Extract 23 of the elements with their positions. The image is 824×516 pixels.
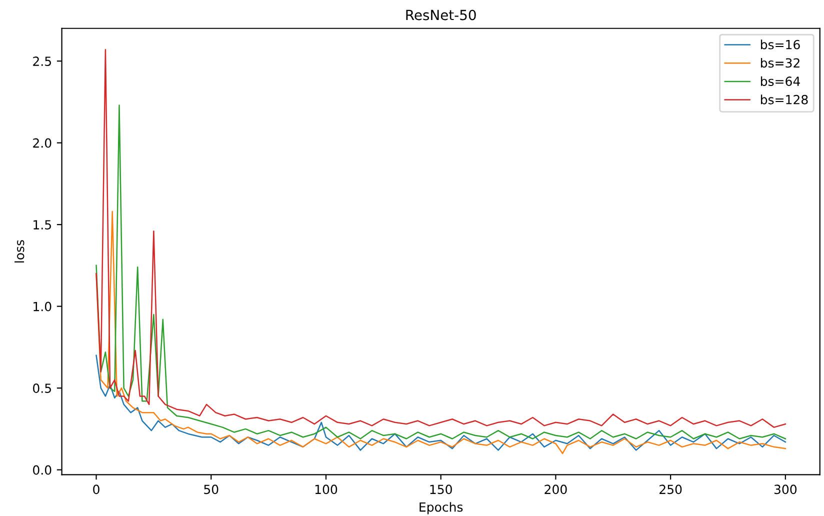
line-series <box>96 354 786 451</box>
y-tick-label: 0.0 <box>33 465 52 475</box>
x-tick-label: 150 <box>430 484 452 494</box>
x-tick-label: 50 <box>204 484 218 494</box>
legend-label: bs=64 <box>760 76 800 86</box>
legend-label: bs=128 <box>760 94 808 104</box>
x-tick-label: 100 <box>315 484 338 494</box>
x-axis-title: Epochs <box>420 502 463 514</box>
chart-title: ResNet-50 <box>406 10 476 20</box>
line-series <box>96 210 786 454</box>
y-tick-label: 2.5 <box>33 56 51 66</box>
y-tick-label: 1.0 <box>34 302 52 312</box>
x-tick-label: 300 <box>774 484 797 494</box>
y-tick-label: 2.0 <box>33 138 52 148</box>
y-axis-title: loss <box>14 240 24 262</box>
y-tick-label: 1.5 <box>34 220 51 230</box>
x-tick-label: 0 <box>93 484 100 494</box>
legend-label: bs=16 <box>760 40 800 50</box>
x-tick-label: 250 <box>660 484 682 494</box>
x-tick-label: 200 <box>544 484 567 494</box>
line-series <box>96 104 786 440</box>
legend-label: bs=32 <box>760 58 800 68</box>
y-tick-label: 0.5 <box>33 384 51 393</box>
